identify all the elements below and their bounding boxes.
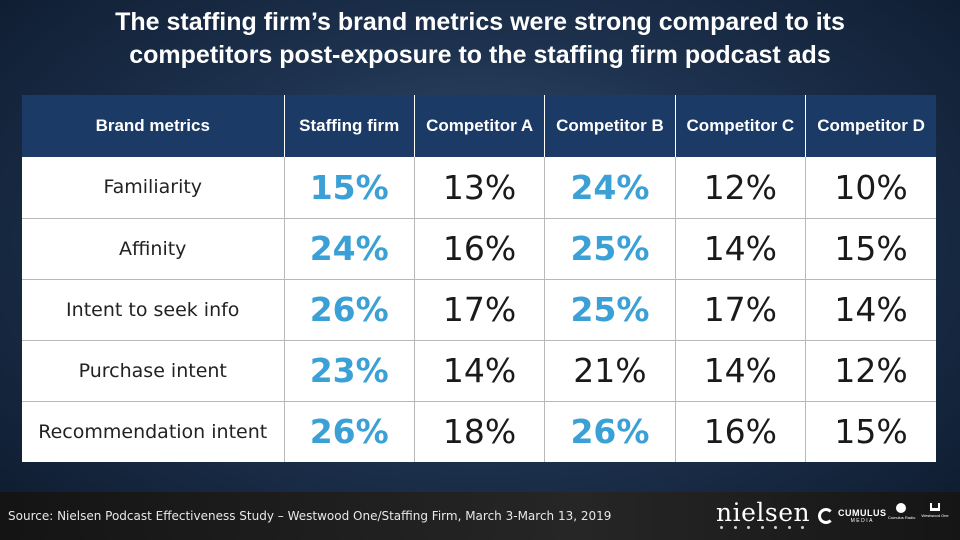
cumulus-logo-subtext: MEDIA <box>850 518 874 524</box>
table-row: Intent to seek info 26% 17% 25% 17% 14% <box>22 279 936 341</box>
table-row: Purchase intent 23% 14% 21% 14% 12% <box>22 340 936 402</box>
slide-title-line-1: The staffing firm’s brand metrics were s… <box>115 8 845 36</box>
table-row: Affinity 24% 16% 25% 14% 15% <box>22 218 936 280</box>
cumulus-radio-logo: Cumulus Radio <box>888 503 916 520</box>
source-citation: Source: Nielsen Podcast Effectiveness St… <box>8 509 612 523</box>
metric-value-cell: 14% <box>675 340 807 402</box>
metric-label: Affinity <box>22 218 285 280</box>
table-row: Familiarity 15% 13% 24% 12% 10% <box>22 157 936 219</box>
westwood-one-logo: Westwood One <box>920 503 950 518</box>
metric-label: Intent to seek info <box>22 279 285 341</box>
nielsen-logo-dots <box>720 526 804 530</box>
metric-value-cell: 24% <box>544 157 676 219</box>
metric-value-cell: 15% <box>284 157 415 219</box>
cumulus-c-icon <box>818 508 834 524</box>
footer-bar: Source: Nielsen Podcast Effectiveness St… <box>0 492 960 540</box>
header-staffing-firm: Staffing firm <box>284 95 415 157</box>
metric-value-cell: 17% <box>414 279 546 341</box>
westwood-one-icon <box>930 503 940 511</box>
cumulus-media-logo: CUMULUS MEDIA <box>818 506 887 526</box>
metric-value-cell: 23% <box>284 340 415 402</box>
brand-metrics-table-container: Brand metrics Staffing firm Competitor A… <box>22 95 936 462</box>
westwood-one-logo-text: Westwood One <box>921 513 949 518</box>
cumulus-radio-logo-text: Cumulus Radio <box>888 515 916 520</box>
brand-metrics-table: Brand metrics Staffing firm Competitor A… <box>22 95 936 462</box>
table-row: Recommendation intent 26% 18% 26% 16% 15% <box>22 401 936 462</box>
table-body: Familiarity 15% 13% 24% 12% 10% Affinity 24% 16%… <box>22 157 936 462</box>
metric-value-cell: 26% <box>284 279 415 341</box>
slide-title: The staffing firm’s brand metrics were s… <box>0 0 960 78</box>
metric-value-cell: 26% <box>544 401 676 462</box>
metric-value-cell: 14% <box>805 279 936 341</box>
header-competitor-c: Competitor C <box>675 95 807 157</box>
metric-label: Familiarity <box>22 157 285 219</box>
metric-value-cell: 26% <box>284 401 415 462</box>
metric-value-cell: 15% <box>834 412 908 452</box>
header-competitor-d: Competitor D <box>805 95 936 157</box>
metric-value-cell: 10% <box>805 157 936 219</box>
header-brand-metrics: Brand metrics <box>22 95 285 157</box>
cumulus-radio-icon <box>896 503 906 513</box>
table-header-row: Brand metrics Staffing firm Competitor A… <box>22 95 936 157</box>
metric-value-cell: 21% <box>544 340 676 402</box>
metric-value-cell: 15% <box>805 218 936 280</box>
header-competitor-a: Competitor A <box>414 95 546 157</box>
metric-value-cell: 25% <box>544 218 676 280</box>
metric-label: Purchase intent <box>22 340 285 402</box>
metric-value-cell: 16% <box>675 401 807 462</box>
header-competitor-b: Competitor B <box>544 95 676 157</box>
metric-value-cell: 16% <box>414 218 546 280</box>
metric-value-cell: 12% <box>675 157 807 219</box>
nielsen-logo: nielsen <box>716 498 811 527</box>
metric-value-cell: 14% <box>414 340 546 402</box>
metric-value-cell: 13% <box>414 157 546 219</box>
cumulus-logo-text: CUMULUS <box>838 508 887 518</box>
metric-value-cell: 25% <box>544 279 676 341</box>
metric-value-cell: 17% <box>675 279 807 341</box>
metric-label: Recommendation intent <box>22 401 285 462</box>
metric-value-cell: 24% <box>284 218 415 280</box>
metric-value-cell: 18% <box>414 401 546 462</box>
slide-title-line-2: competitors post-exposure to the staffin… <box>129 41 831 69</box>
metric-value-cell: 14% <box>675 218 807 280</box>
metric-value-cell: 12% <box>805 340 936 402</box>
